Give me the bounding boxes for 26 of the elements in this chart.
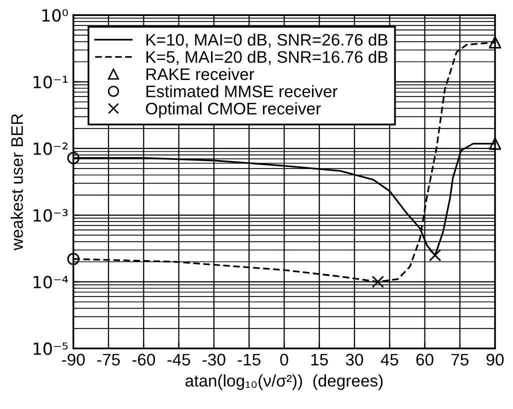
x-tick-label: 0 (280, 354, 288, 366)
y-tick-label: 10⁻³ (34, 209, 68, 222)
x-tick-label: 60 (416, 354, 434, 366)
legend-label: Optimal CMOE receiver (146, 102, 321, 118)
x-tick-label: 75 (451, 354, 468, 366)
legend-label: K=5, MAI=20 dB, SNR=16.76 dB (146, 50, 388, 65)
x-tick-label: 15 (311, 354, 328, 366)
legend-label: K=10, MAI=0 dB, SNR=26.76 dB (146, 33, 388, 48)
x-tick-label: -15 (238, 354, 260, 366)
legend-label: RAKE receiver (146, 68, 254, 80)
x-tick-label: -30 (202, 354, 226, 366)
y-tick-label: 10⁻² (34, 142, 68, 156)
x-tick-label: 30 (346, 354, 364, 366)
y-axis-title: weakest user BER (10, 114, 23, 250)
x-axis-title: atan(log₁₀(ν/σ²)) (degrees) (186, 374, 383, 390)
x-tick-label: 45 (380, 354, 398, 366)
y-tick-label: 10⁻⁴ (34, 276, 68, 288)
legend-label: Estimated MMSE receiver (146, 85, 338, 98)
y-tick-label: 10⁻¹ (34, 76, 68, 88)
y-tick-label: 10⁰ (42, 9, 68, 22)
y-tick-label: 10⁻⁵ (34, 342, 68, 356)
x-tick-label: -90 (62, 354, 85, 366)
x-tick-label: -75 (97, 354, 120, 366)
x-tick-label: -60 (132, 354, 156, 366)
x-tick-label: -45 (167, 354, 190, 366)
x-tick-label: 90 (486, 354, 504, 366)
